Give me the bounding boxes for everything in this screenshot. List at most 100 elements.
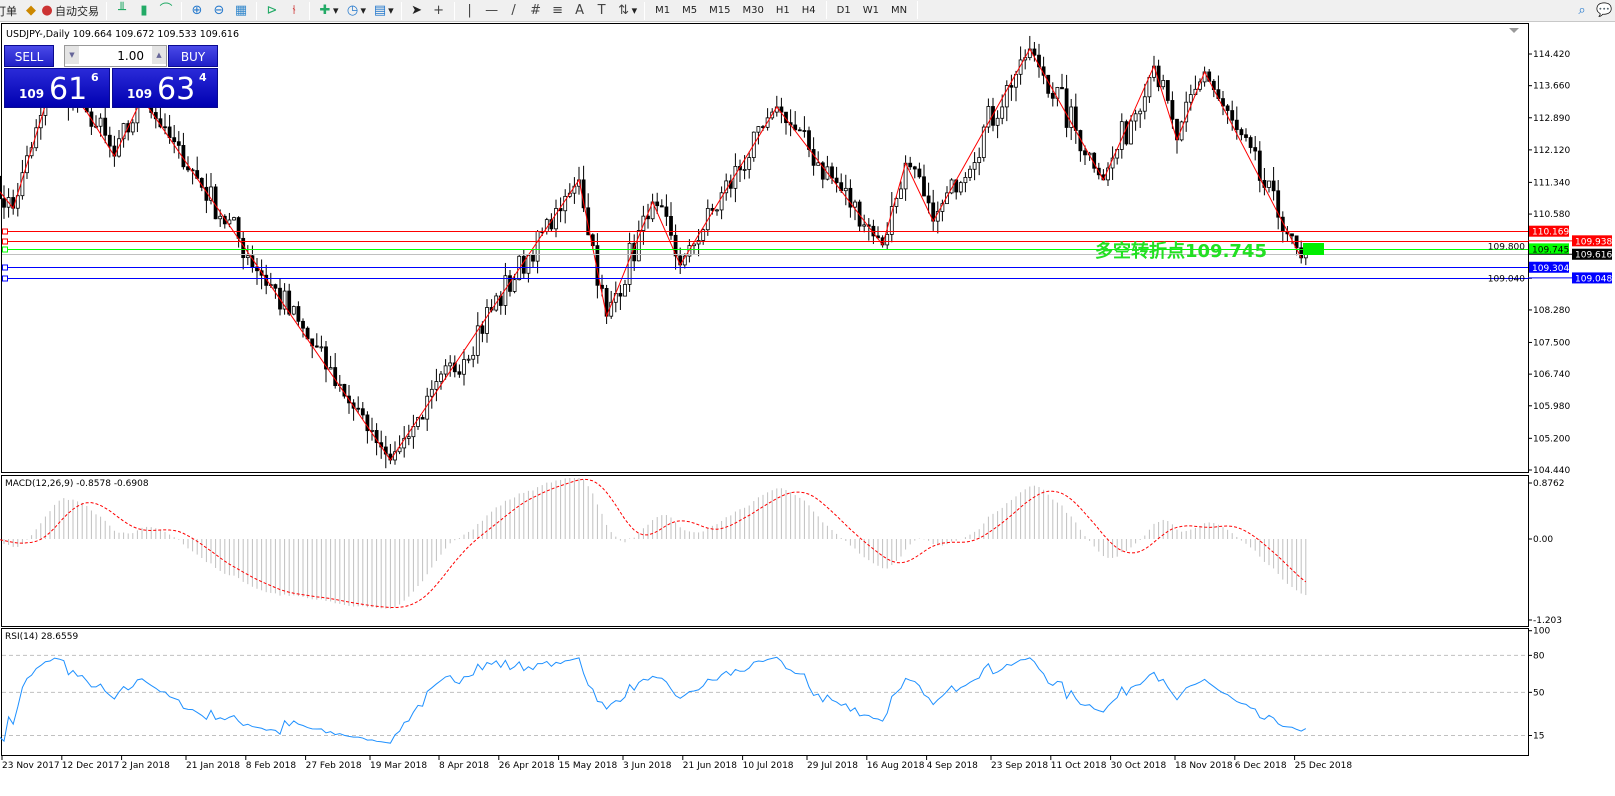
- line-chart-button[interactable]: ⌒: [155, 1, 177, 21]
- marker-box: [1303, 243, 1324, 255]
- date-tick-label: 8 Apr 2018: [439, 761, 489, 771]
- text-button[interactable]: A: [569, 1, 591, 21]
- chart-shift-button[interactable]: ⫮: [283, 1, 305, 21]
- price-tick-label: 109.800: [1488, 243, 1525, 253]
- price-label-bg: [1529, 243, 1569, 255]
- bear-candle-body: [1234, 119, 1239, 130]
- autoscroll-button[interactable]: ⊳: [261, 1, 283, 21]
- text-label-button[interactable]: T: [591, 1, 613, 21]
- lot-decrease-button[interactable]: ▼: [65, 46, 79, 64]
- candle: [466, 354, 471, 364]
- candle: [434, 368, 439, 402]
- bull-candle-body: [701, 229, 706, 241]
- bear-candle-body: [802, 130, 807, 132]
- candle: [1202, 66, 1207, 87]
- bull-candle-body: [471, 354, 476, 360]
- crosshair-button[interactable]: +: [428, 1, 450, 21]
- rsi-line: [0, 656, 1307, 744]
- equidistant-channel-button[interactable]: #: [525, 1, 547, 21]
- candle: [715, 208, 719, 216]
- timeframe-m1[interactable]: M1: [655, 5, 671, 16]
- bull-candle-body: [853, 201, 857, 208]
- templates-icon: ▤: [373, 2, 387, 18]
- bull-candle-body: [512, 279, 517, 292]
- candle: [1248, 135, 1253, 154]
- bear-candle-body: [1060, 87, 1064, 90]
- candle: [958, 180, 963, 196]
- sell-button[interactable]: SELL: [4, 45, 54, 67]
- bear-candle-body: [301, 320, 305, 329]
- candle: [1165, 80, 1170, 104]
- zoom-in-button[interactable]: ⊕: [186, 1, 208, 21]
- candle: [701, 228, 706, 245]
- date-tick-label: 29 Jul 2018: [807, 761, 858, 771]
- tile-windows-button[interactable]: ▦: [230, 1, 252, 21]
- chat-button[interactable]: 💬: [1593, 1, 1615, 21]
- bear-candle-body: [549, 219, 554, 230]
- candle: [935, 201, 940, 234]
- candle: [733, 153, 738, 203]
- horizontal-line-button[interactable]: —: [481, 1, 503, 21]
- timeframe-w1[interactable]: W1: [862, 5, 879, 16]
- candle: [1239, 127, 1244, 141]
- indicators-button[interactable]: ✚ ▾: [314, 1, 342, 21]
- bear-candle-body: [1244, 134, 1248, 138]
- timeframe-m30[interactable]: M30: [742, 5, 764, 16]
- zoom-out-button[interactable]: ⊖: [208, 1, 230, 21]
- templates-button[interactable]: ▤ ▾: [373, 2, 394, 18]
- bar-chart-button[interactable]: ╨: [111, 1, 133, 21]
- bear-candle-body: [1073, 106, 1078, 131]
- bull-candle-body: [968, 168, 972, 178]
- candle: [995, 110, 1000, 139]
- candle: [623, 279, 627, 297]
- bear-candle-body: [618, 292, 623, 297]
- bar-chart-icon: ╨: [118, 2, 126, 18]
- sell-price[interactable]: 109 61 6: [4, 68, 110, 108]
- candle: [908, 156, 913, 170]
- new-order-button[interactable]: 订单: [0, 1, 20, 21]
- bull-candle-body: [719, 192, 724, 211]
- timeframe-m15[interactable]: M15: [709, 5, 731, 16]
- text-icon: A: [575, 2, 585, 18]
- candlestick-button[interactable]: ▮: [133, 1, 155, 21]
- candle: [333, 353, 338, 389]
- bear-candle-body: [1225, 105, 1230, 111]
- bear-candle-body: [324, 346, 328, 370]
- price-tick-label: 108.280: [1533, 306, 1570, 316]
- buy-big-figure: 109: [127, 87, 153, 101]
- trendline-button[interactable]: /: [503, 1, 525, 21]
- buy-button[interactable]: BUY: [168, 45, 218, 67]
- autotrade-button[interactable]: ◆ ● 自动交易: [20, 1, 102, 21]
- lot-increase-button[interactable]: ▲: [152, 46, 166, 64]
- timeframe-h1[interactable]: H1: [775, 5, 790, 16]
- periods-button[interactable]: ◷ ▾: [342, 1, 370, 21]
- timeframe-mn[interactable]: MN: [890, 5, 908, 16]
- buy-price[interactable]: 109 63 4: [112, 68, 218, 108]
- timeframe-d1[interactable]: D1: [836, 5, 851, 16]
- bull-candle-body: [995, 117, 1000, 126]
- candle: [1050, 82, 1055, 107]
- bear-candle-body: [103, 117, 108, 136]
- candle: [1198, 78, 1202, 92]
- bull-candle-body: [981, 126, 986, 158]
- cursor-button[interactable]: ➤: [406, 1, 428, 21]
- price-label-bg: [1529, 261, 1569, 273]
- bull-candle-body: [554, 208, 558, 230]
- timeframe-h4[interactable]: H4: [801, 5, 816, 16]
- price-tick-label: 110.580: [1533, 210, 1570, 220]
- candle: [112, 135, 117, 167]
- fibonacci-button[interactable]: ≡: [547, 1, 569, 21]
- arrows-button[interactable]: ⇅ ▾: [613, 1, 641, 21]
- candle: [1106, 162, 1110, 186]
- candle: [659, 199, 664, 208]
- candle: [531, 249, 535, 268]
- candle: [1004, 80, 1009, 122]
- candle: [121, 122, 126, 148]
- date-tick-label: 3 Jun 2018: [623, 761, 672, 771]
- timeframe-m5[interactable]: M5: [682, 5, 698, 16]
- search-button[interactable]: ⌕: [1571, 1, 1593, 21]
- vertical-line-button[interactable]: |: [459, 1, 481, 21]
- lot-size-input[interactable]: 1.00: [64, 45, 167, 67]
- candle: [1170, 91, 1175, 129]
